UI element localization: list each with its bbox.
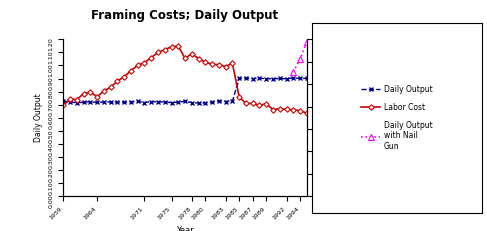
Daily Output [182,100,188,103]
Daily Output [169,101,174,104]
Daily Output [257,77,262,80]
Daily Output [290,76,296,79]
Daily Output [149,100,154,103]
Labor Cost [149,56,154,59]
Daily Output [162,100,168,103]
Labor Cost [155,51,161,54]
Daily Output [209,100,215,103]
Labor Cost [297,109,303,112]
Daily Output [155,100,161,103]
Labor Cost [121,76,127,78]
Labor Cost [175,45,181,48]
Daily Output [250,77,256,80]
Daily Output [175,101,181,103]
Labor Cost [257,104,262,107]
Labor Cost [94,95,100,98]
Daily Output [297,77,303,80]
Daily Output [270,77,276,80]
Labor Cost [74,98,80,101]
Daily Output [74,102,80,104]
Daily Output [128,100,134,103]
Labor Cost [236,95,242,98]
Daily Output [236,77,242,80]
Legend: Daily Output, Labor Cost, Daily Output
with Nail
Gun: Daily Output, Labor Cost, Daily Output w… [358,82,436,154]
Daily Output [277,77,282,80]
Daily Output [229,100,235,103]
Daily Output [196,102,202,104]
Labor Cost [128,69,134,72]
Labor Cost [290,108,296,111]
Daily Output [142,101,148,104]
Daily Output [189,101,195,104]
Daily Output [81,101,87,103]
Labor Cost [270,108,276,111]
Labor Cost [223,65,228,68]
Labor Cost [189,52,195,55]
Labor Cost [209,63,215,65]
Labor Cost [169,45,174,48]
Daily Output [203,102,208,104]
Daily Output [304,77,310,80]
Labor Cost [229,62,235,65]
Daily Output [135,100,141,103]
Daily Output [216,100,222,102]
Daily Output
with Nail
Gun [297,58,303,60]
X-axis label: Year: Year [176,226,194,231]
Daily Output
with Nail
Gun [290,71,296,73]
Labor Cost [81,92,87,95]
Daily Output [263,77,269,80]
Labor Cost [67,97,73,100]
Daily Output [243,76,249,79]
Labor Cost [182,57,188,60]
Daily Output [101,100,107,103]
Daily Output [283,77,289,80]
Labor Cost [250,102,256,105]
Daily Output [121,101,127,103]
Daily Output [223,100,228,103]
Labor Cost [216,63,222,66]
Labor Cost [243,102,249,105]
Daily Output [67,100,73,103]
Line: Daily Output: Daily Output [61,76,309,105]
Labor Cost [304,112,310,115]
Labor Cost [135,64,141,67]
Labor Cost [88,91,94,94]
Labor Cost [114,80,120,82]
Text: Framing Costs; Daily Output: Framing Costs; Daily Output [92,9,279,22]
Labor Cost [196,57,202,60]
Y-axis label: Daily Output: Daily Output [34,93,43,142]
Labor Cost [283,108,289,111]
Daily Output [114,101,120,103]
Labor Cost [142,61,148,64]
Daily Output [108,101,113,103]
Labor Cost [108,86,113,88]
Daily Output [60,100,66,103]
Labor Cost [203,61,208,64]
Daily Output
with Nail
Gun [304,40,310,43]
Line: Labor Cost: Labor Cost [61,44,309,115]
Labor Cost [277,107,282,110]
Labor Cost [60,104,66,107]
Daily Output [88,100,94,103]
Labor Cost [263,102,269,105]
Daily Output [94,101,100,104]
Labor Cost [101,90,107,92]
Y-axis label: Labor Cost: Labor Cost [340,97,349,138]
Labor Cost [162,49,168,51]
Line: Daily Output
with Nail
Gun: Daily Output with Nail Gun [291,39,310,75]
